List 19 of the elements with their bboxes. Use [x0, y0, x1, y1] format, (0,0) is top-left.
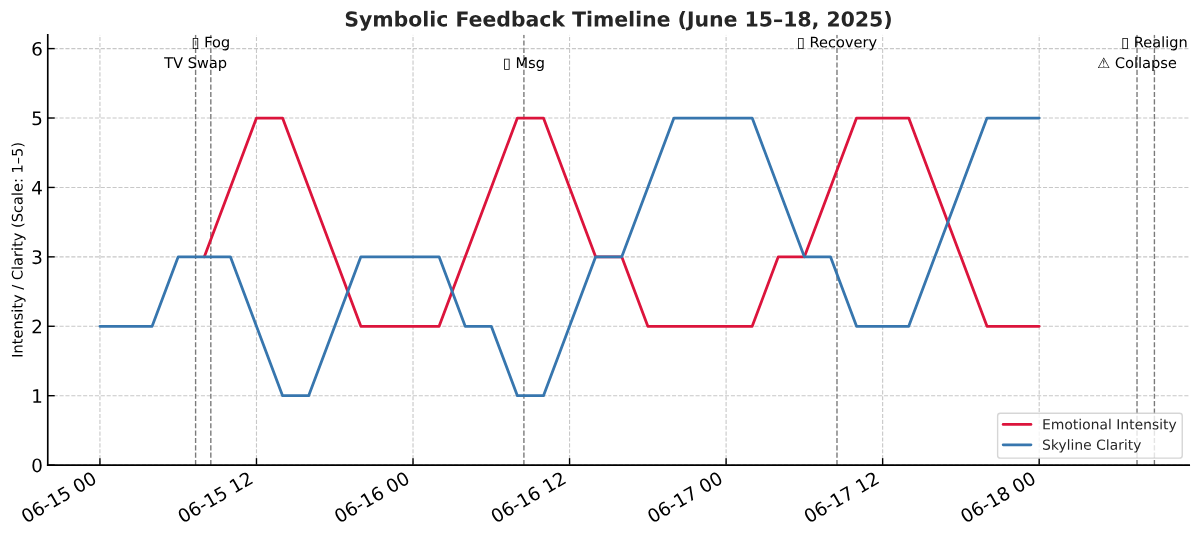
ref-line-label: ▯ Recovery [798, 36, 877, 51]
y-tick-label: 6 [32, 41, 42, 56]
ref-line-label: TV Swap [164, 57, 227, 72]
y-tick-label: 4 [32, 180, 42, 195]
line-series [202, 116, 1041, 328]
y-tick-label: 5 [32, 111, 42, 126]
y-tick-label: 3 [32, 250, 42, 265]
y-tick-label: 1 [33, 389, 42, 403]
y-tick-label: 2 [32, 319, 42, 334]
ref-line-label: ⚠ Collapse [1097, 56, 1177, 72]
y-tick-label: 0 [32, 458, 42, 473]
ref-line-label: ▯ Realign [1122, 36, 1187, 51]
ref-line-label: ▯ Msg [504, 57, 544, 72]
legend-label: Skyline Clarity [1042, 439, 1141, 453]
y-axis-title: Intensity / Clarity (Scale: 1–5) [11, 143, 26, 357]
chart-title: Symbolic Feedback Timeline (June 15–18, 2025) [345, 10, 891, 31]
line-series [98, 116, 1041, 398]
legend-label: Emotional Intensity [1043, 418, 1177, 433]
ref-line-label: ▯ Fog [192, 36, 229, 51]
